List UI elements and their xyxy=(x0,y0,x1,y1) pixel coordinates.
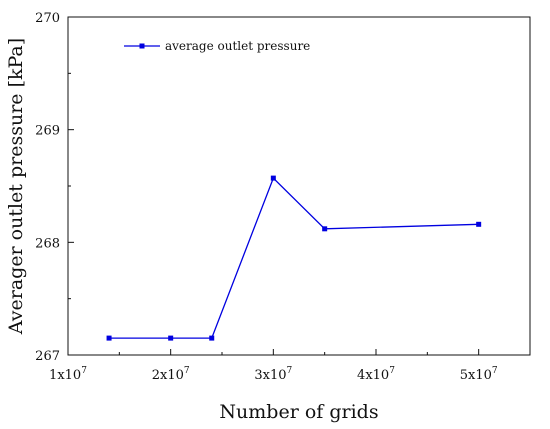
plot-frame xyxy=(67,16,531,356)
series-layer xyxy=(106,175,482,341)
y-tick-label: 269 xyxy=(35,124,60,139)
legend: average outlet pressure xyxy=(124,39,310,53)
y-axis-title: Averager outlet pressure [kPa] xyxy=(5,38,27,335)
y-tick-label: 268 xyxy=(35,236,60,251)
data-point xyxy=(476,221,482,227)
data-point xyxy=(209,335,215,341)
series-line xyxy=(109,176,479,339)
data-point xyxy=(322,226,328,232)
legend-marker xyxy=(139,43,145,49)
x-tick-label: 4x107 xyxy=(357,366,395,383)
y-tick-label: 267 xyxy=(35,349,60,364)
x-tick-label: 2x107 xyxy=(152,366,190,383)
x-tick-label: 3x107 xyxy=(254,366,292,383)
data-point xyxy=(270,175,276,181)
data-point xyxy=(168,335,174,341)
legend-label: average outlet pressure xyxy=(165,39,310,53)
x-tick-label: 5x107 xyxy=(460,366,498,383)
axis-ticks: 1x107 2x107 3x107 4x107 5x107 267 268 269 270 xyxy=(35,11,498,383)
data-point xyxy=(106,335,112,341)
x-axis-title: Number of grids xyxy=(219,401,378,423)
y-tick-label: 270 xyxy=(35,11,60,26)
x-tick-label: 1x107 xyxy=(49,366,87,383)
